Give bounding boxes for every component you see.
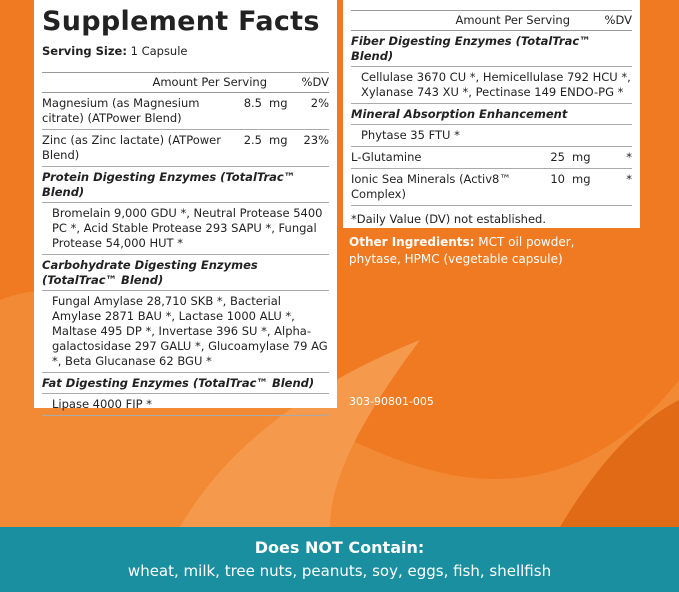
allergen-banner: Does NOT Contain: wheat, milk, tree nuts… [0, 527, 679, 592]
blend-text: Lipase 4000 FIP * [42, 394, 329, 416]
other-ingredients: Other Ingredients: MCT oil powder, phyta… [349, 234, 629, 268]
banner-list: wheat, milk, tree nuts, peanuts, soy, eg… [127, 562, 552, 580]
daily-value: * [626, 150, 632, 164]
blend-title: Carbohydrate Digesting Enzymes (TotalTra… [42, 255, 329, 291]
amount-header: Amount Per Serving [152, 75, 267, 89]
amount: 8.5 [243, 96, 262, 110]
blend-text: Fungal Amylase 28,710 SKB *, Bacterial A… [42, 291, 329, 373]
product-code: 303-90801-005 [349, 395, 434, 408]
banner-title: Does NOT Contain: [254, 538, 425, 557]
header-row: Amount Per Serving %DV [42, 72, 329, 93]
blend-title: Protein Digesting Enzymes (TotalTrac™ Bl… [42, 167, 329, 203]
amount-header: Amount Per Serving [455, 13, 570, 27]
supplement-facts-panel-2: Amount Per Serving %DV Fiber Digesting En… [343, 0, 640, 228]
amount: 2.5 [243, 133, 262, 147]
nutrient-name: L-Glutamine [351, 150, 422, 164]
nutrient-row: L-Glutamine 25 mg * [351, 147, 632, 169]
blend-text: Phytase 35 FTU * [351, 125, 632, 147]
footnote: *Daily Value (DV) not established. [351, 212, 547, 226]
supplement-facts-panel: Supplement Facts Serving Size: 1 Capsule… [34, 0, 337, 416]
other-label: Other Ingredients: [349, 235, 475, 249]
daily-value: 2% [310, 96, 329, 110]
blend-title: Fat Digesting Enzymes (TotalTrac™ Blend) [42, 373, 329, 394]
dv-header: %DV [604, 13, 632, 27]
nutrient-row: Zinc (as Zinc lactate) (ATPower Blend) 2.… [42, 130, 329, 167]
header-row: Amount Per Serving %DV [351, 10, 632, 31]
nutrient-name: Zinc (as Zinc lactate) (ATPower Blend) [42, 133, 221, 162]
serving-label: Serving Size: [42, 44, 127, 58]
unit: mg [572, 172, 591, 186]
nutrient-name: Ionic Sea Minerals (Activ8™ Complex) [351, 172, 511, 201]
nutrient-name: Magnesium (as Magnesium citrate) (ATPowe… [42, 96, 200, 125]
serving-size: Serving Size: 1 Capsule [42, 44, 329, 72]
other-value: MCT oil powder, phytase, HPMC (vegetable… [349, 235, 575, 266]
blend-title: Mineral Absorption Enhancement [351, 104, 632, 125]
dv-header: %DV [301, 75, 329, 89]
blend-text: Bromelain 9,000 GDU *, Neutral Protease … [42, 203, 329, 255]
nutrient-row: Magnesium (as Magnesium citrate) (ATPowe… [42, 93, 329, 130]
serving-value: 1 Capsule [130, 44, 188, 58]
unit: mg [572, 150, 591, 164]
unit: mg [269, 133, 288, 147]
nutrient-row: Ionic Sea Minerals (Activ8™ Complex) 10 mg… [351, 169, 632, 206]
blend-text: Cellulase 3670 CU *, Hemicellulase 792 H… [351, 67, 632, 104]
amount: 10 [550, 172, 565, 186]
daily-value: 23% [303, 133, 329, 147]
blend-title: Fiber Digesting Enzymes (TotalTrac™ Blen… [351, 31, 632, 67]
amount: 25 [550, 150, 565, 164]
unit: mg [269, 96, 288, 110]
daily-value: * [626, 172, 632, 186]
title: Supplement Facts [42, 6, 320, 37]
